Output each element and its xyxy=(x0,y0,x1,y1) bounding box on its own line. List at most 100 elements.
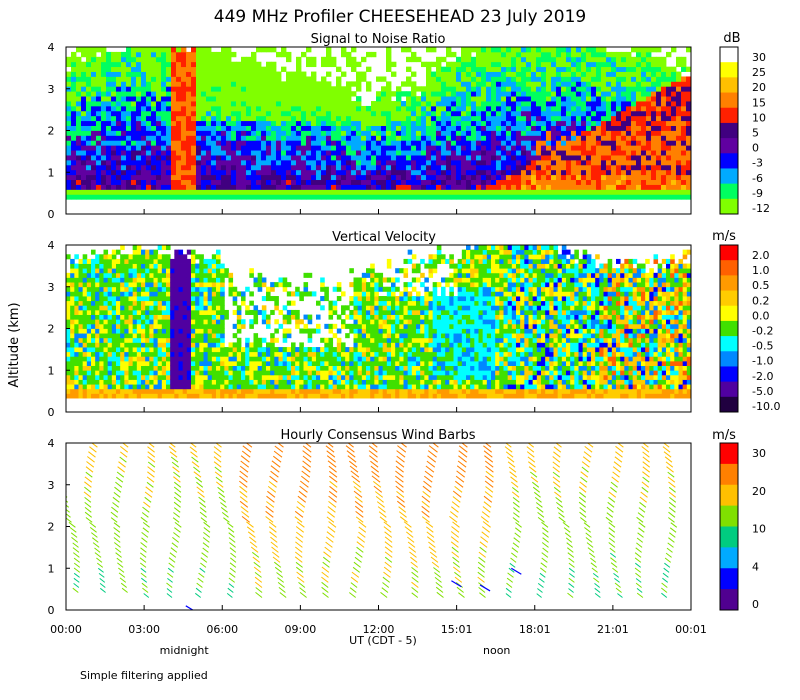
snr-cell xyxy=(366,194,372,200)
velocity-cell xyxy=(157,263,163,269)
velocity-cell xyxy=(166,333,171,339)
snr-cell xyxy=(156,164,162,171)
velocity-cell xyxy=(141,282,146,288)
velocity-cell xyxy=(224,384,229,390)
snr-cell xyxy=(491,164,497,171)
snr-cell xyxy=(661,125,667,131)
velocity-cell xyxy=(124,263,129,269)
velocity-cell xyxy=(103,337,109,343)
snr-cell xyxy=(361,184,367,190)
snr-cell xyxy=(276,155,282,161)
snr-cell xyxy=(426,91,432,97)
snr-cell xyxy=(421,86,427,92)
snr-cell xyxy=(531,189,537,195)
snr-cell xyxy=(451,61,457,68)
velocity-cell xyxy=(132,309,138,315)
snr-cell xyxy=(521,115,527,122)
snr-cell xyxy=(471,66,477,72)
snr-cell xyxy=(516,66,522,72)
snr-cell xyxy=(406,125,412,131)
velocity-cell xyxy=(216,254,221,260)
snr-cell xyxy=(291,125,297,131)
velocity-cell xyxy=(199,328,204,334)
velocity-cell xyxy=(145,342,150,348)
snr-cell xyxy=(461,61,467,68)
snr-cell xyxy=(86,120,92,126)
snr-cell xyxy=(646,125,652,131)
snr-cell xyxy=(361,120,367,126)
snr-cell xyxy=(491,105,497,112)
snr-cell xyxy=(66,140,72,146)
snr-cell xyxy=(616,140,622,146)
snr-cell xyxy=(301,115,307,122)
snr-cell xyxy=(416,56,422,63)
snr-cell xyxy=(511,91,517,97)
velocity-cell xyxy=(191,342,196,348)
velocity-cell xyxy=(91,249,96,255)
snr-cell xyxy=(556,155,562,161)
velocity-cell xyxy=(82,277,88,283)
snr-cell xyxy=(346,56,352,63)
snr-cell xyxy=(571,194,577,200)
snr-cell xyxy=(181,105,187,112)
snr-cell xyxy=(266,140,272,146)
snr-cell xyxy=(66,115,72,122)
snr-cell xyxy=(161,155,167,161)
snr-cell xyxy=(556,179,562,185)
snr-cell xyxy=(156,51,162,58)
velocity-cell xyxy=(107,393,113,399)
snr-cell xyxy=(646,86,652,92)
snr-cell xyxy=(621,81,627,87)
snr-cell xyxy=(311,140,317,146)
velocity-cell xyxy=(211,305,217,311)
snr-cell xyxy=(456,164,462,171)
snr-cell xyxy=(506,86,512,92)
snr-cell xyxy=(321,96,327,102)
snr-cell xyxy=(521,71,527,77)
snr-cell xyxy=(536,194,542,200)
snr-cell xyxy=(616,125,622,131)
snr-cell xyxy=(541,91,547,97)
snr-cell xyxy=(191,56,197,63)
velocity-cell xyxy=(132,337,138,343)
snr-cell xyxy=(576,159,582,166)
velocity-cell xyxy=(178,333,184,339)
snr-cell xyxy=(131,135,137,141)
snr-cell xyxy=(431,110,437,117)
snr-cell xyxy=(216,56,222,63)
velocity-cell xyxy=(191,296,196,302)
snr-cell xyxy=(636,150,642,156)
snr-cell xyxy=(91,96,97,102)
snr-cell xyxy=(216,110,222,117)
snr-cell xyxy=(351,179,357,185)
snr-cell xyxy=(646,150,652,156)
snr-cell xyxy=(406,66,412,72)
snr-cell xyxy=(401,110,407,117)
snr-cell xyxy=(571,91,577,97)
snr-cell xyxy=(571,105,577,112)
snr-cell xyxy=(401,174,407,181)
colorbar-swatch xyxy=(720,92,738,109)
snr-cell xyxy=(531,96,537,102)
snr-cell xyxy=(661,184,667,190)
velocity-cell xyxy=(82,337,88,343)
velocity-cell xyxy=(86,314,92,320)
velocity-cell xyxy=(128,379,134,385)
velocity-cell xyxy=(111,272,117,278)
snr-cell xyxy=(346,61,352,68)
velocity-cell xyxy=(91,309,96,315)
snr-cell xyxy=(321,105,327,112)
snr-cell xyxy=(231,189,237,195)
snr-cell xyxy=(591,184,597,190)
snr-cell xyxy=(281,120,287,126)
velocity-cell xyxy=(141,393,146,399)
snr-cell xyxy=(296,91,302,97)
snr-cell xyxy=(576,130,582,136)
snr-cell xyxy=(376,140,382,146)
snr-cell xyxy=(581,155,587,161)
velocity-cell xyxy=(128,323,134,329)
snr-cell xyxy=(411,179,417,185)
snr-cell xyxy=(326,96,332,102)
snr-cell xyxy=(91,159,97,166)
snr-cell xyxy=(201,125,207,131)
